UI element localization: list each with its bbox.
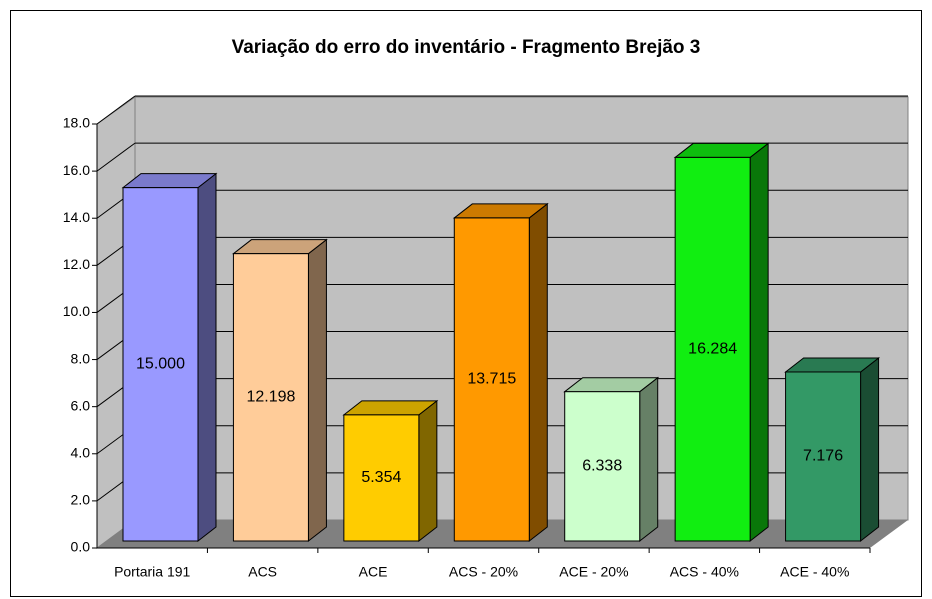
- bar: [674, 156, 751, 542]
- value-label: 13.715: [467, 371, 516, 388]
- y-tick-label: 14.0: [63, 209, 90, 225]
- x-tick-label: ACS - 40%: [670, 564, 739, 580]
- x-tick-label: ACS - 20%: [449, 564, 518, 580]
- x-tick-label: ACS: [248, 564, 277, 580]
- bar-side: [418, 399, 438, 543]
- y-tick-label: 10.0: [63, 303, 90, 319]
- x-tick-label: ACE - 40%: [780, 564, 849, 580]
- bar: [343, 414, 420, 542]
- bar: [453, 217, 530, 542]
- bar-side: [749, 142, 769, 543]
- x-tick-label: ACE: [359, 564, 388, 580]
- x-tick-label: Portaria 191: [114, 564, 190, 580]
- bar: [564, 391, 641, 542]
- bar: [122, 187, 199, 542]
- bar-side: [307, 238, 327, 543]
- grid-line: [96, 95, 136, 125]
- y-tick-label: 8.0: [71, 350, 91, 366]
- y-tick-label: 4.0: [71, 444, 91, 460]
- y-tick-label: 16.0: [63, 162, 90, 178]
- y-tick-label: 0.0: [71, 539, 91, 555]
- value-label: 15.000: [136, 356, 185, 373]
- bar-side: [860, 356, 880, 543]
- y-tick-label: 12.0: [63, 256, 90, 272]
- value-label: 7.176: [803, 448, 843, 465]
- bar-side: [528, 202, 548, 543]
- chart-title: Variação do erro do inventário - Fragmen…: [232, 37, 701, 58]
- value-label: 12.198: [246, 389, 295, 406]
- bar-side: [639, 376, 659, 543]
- bar: [785, 371, 862, 542]
- x-tick-label: ACE - 20%: [559, 564, 628, 580]
- y-tick-label: 2.0: [71, 492, 91, 508]
- y-tick-label: 6.0: [71, 397, 91, 413]
- grid-line: [96, 142, 136, 172]
- y-tick-label: 18.0: [63, 115, 90, 131]
- value-label: 16.284: [688, 340, 737, 357]
- bar: [232, 253, 309, 542]
- value-label: 6.338: [582, 458, 622, 475]
- value-label: 5.354: [361, 469, 401, 486]
- bar-side: [197, 172, 217, 543]
